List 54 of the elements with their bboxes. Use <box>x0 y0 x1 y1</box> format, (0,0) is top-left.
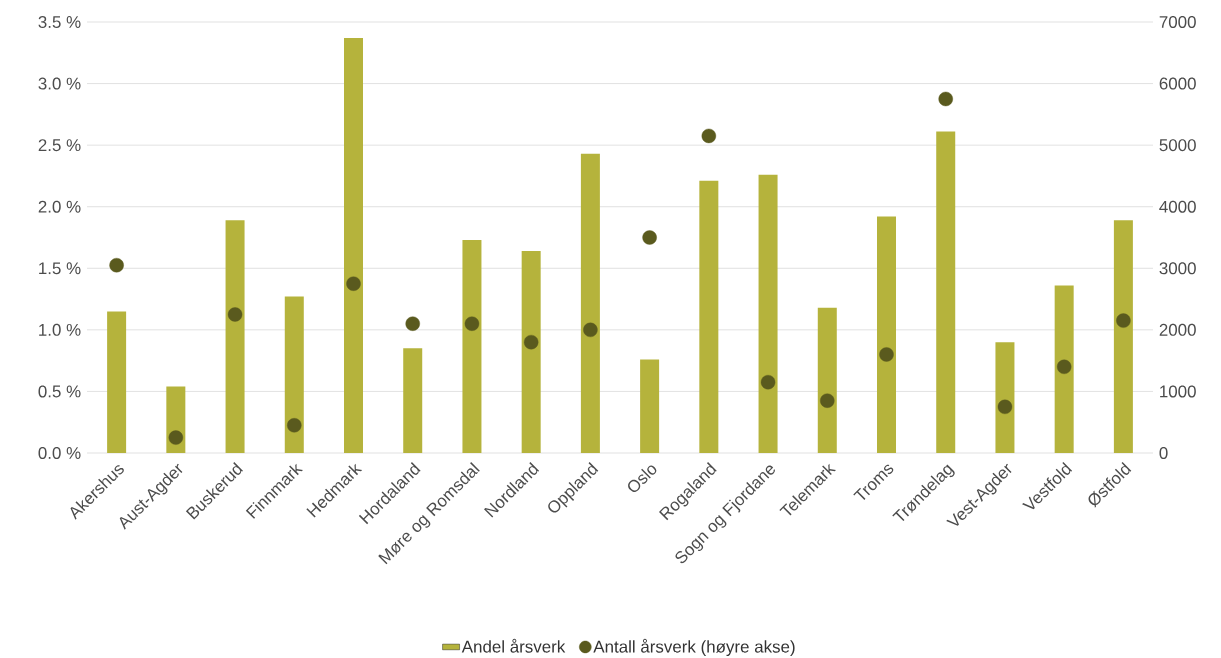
y-tick-label: 2.0 % <box>38 200 81 213</box>
bar <box>1113 220 1133 453</box>
bar <box>521 251 541 453</box>
bar <box>758 174 778 453</box>
point <box>1056 359 1072 374</box>
point <box>287 418 302 433</box>
point <box>583 322 598 338</box>
y2-tick-label: 5000 <box>1159 139 1196 152</box>
bar <box>344 38 363 453</box>
y-tick-label: 1.0 % <box>39 323 81 336</box>
point <box>642 230 657 245</box>
bar <box>107 311 127 453</box>
point <box>879 347 894 362</box>
point <box>346 276 361 291</box>
point <box>760 374 776 390</box>
bar <box>580 153 600 453</box>
y2-tick-label: 3000 <box>1159 262 1196 275</box>
y-tick-label: 3.5 % <box>38 16 81 28</box>
point <box>938 91 953 107</box>
point <box>109 258 124 273</box>
point <box>168 430 184 445</box>
bar <box>640 359 660 453</box>
bar <box>936 131 956 453</box>
y2-tick-label: 4000 <box>1159 200 1196 213</box>
y2-tick-label: 6000 <box>1159 77 1196 90</box>
y-tick-label: 1.5 % <box>39 262 81 275</box>
legend-label: Andel årsverk <box>461 638 566 653</box>
y2-tick-label: 0 <box>1159 447 1168 459</box>
point <box>701 128 717 144</box>
bar <box>995 342 1015 453</box>
point <box>820 393 835 408</box>
point <box>227 307 243 322</box>
bar <box>699 180 719 453</box>
y2-tick-label: 2000 <box>1159 323 1196 336</box>
y-tick-label: 0.5 % <box>38 385 81 398</box>
y2-tick-label: 7000 <box>1159 16 1196 28</box>
y-tick-label: 2.5 % <box>38 139 81 152</box>
bar <box>403 348 423 453</box>
bar <box>817 307 837 453</box>
bar <box>1054 285 1074 453</box>
point <box>405 316 420 331</box>
bar <box>877 216 896 453</box>
y-tick-label: 0.0 % <box>38 447 81 459</box>
bar <box>225 220 245 453</box>
point <box>523 334 539 350</box>
legend-label: Antall årsverk (høyre akse) <box>593 638 795 657</box>
bar <box>462 239 482 453</box>
point <box>1116 313 1131 328</box>
y-tick-label: 3.0 % <box>38 77 81 90</box>
point <box>464 316 480 331</box>
point <box>997 399 1013 415</box>
y2-tick-label: 1000 <box>1160 385 1196 398</box>
x-tick-label: Oslo <box>628 465 657 492</box>
bar <box>284 296 304 453</box>
